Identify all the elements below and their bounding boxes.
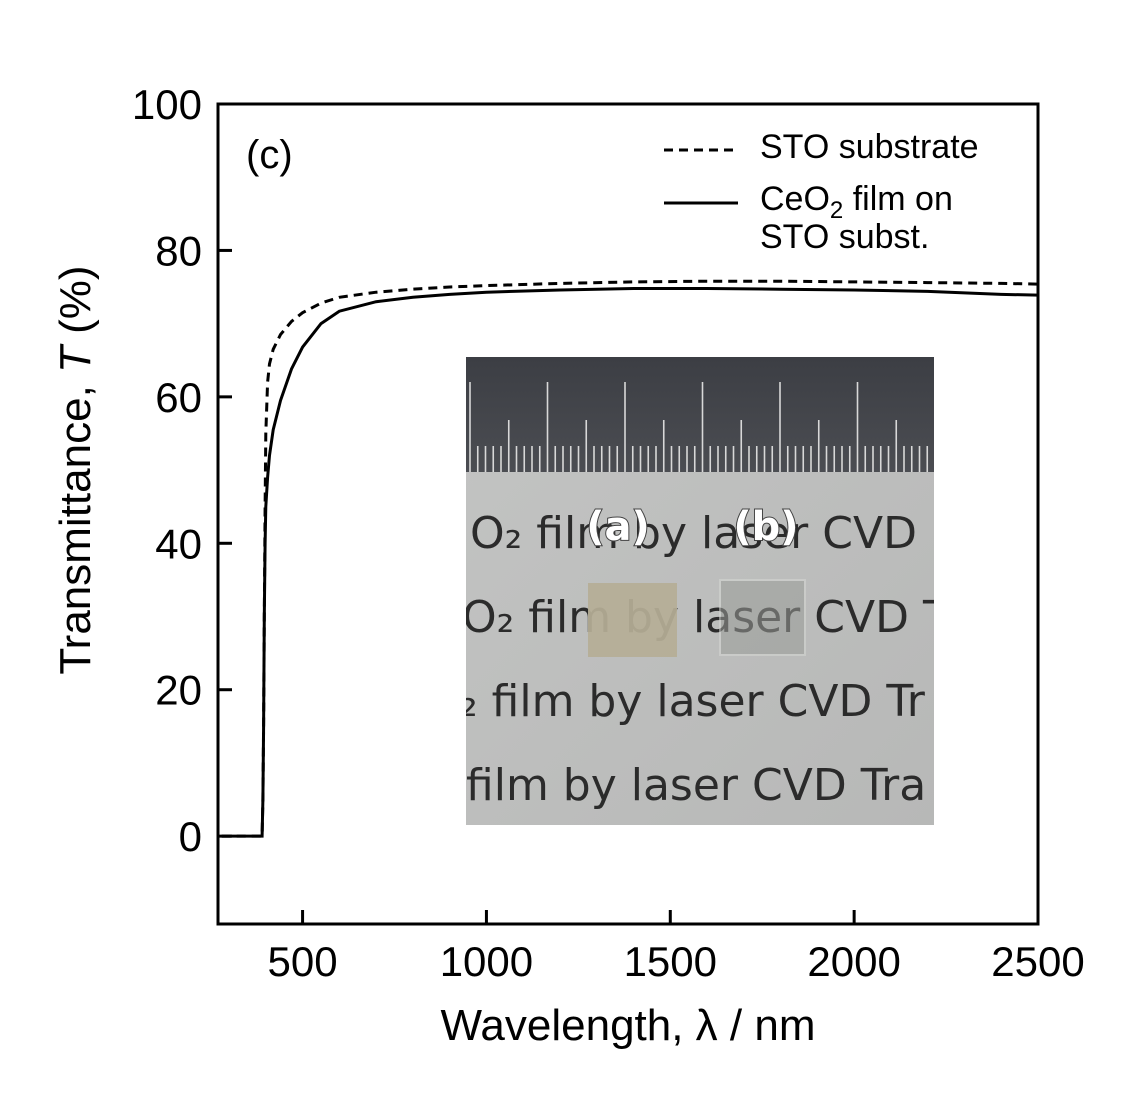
legend-label-sto: STO substrate — [760, 128, 979, 166]
legend-ceo2-sub: 2 — [830, 197, 843, 224]
x-axis-label: Wavelength, λ / nm — [441, 1001, 816, 1050]
sample-a — [588, 583, 677, 657]
y-axis-label: Transmittance, T (%) — [51, 265, 100, 674]
x-tick-label: 500 — [268, 938, 338, 985]
y-axis-label-main: Transmittance, — [51, 373, 100, 675]
y-tick-label: 0 — [179, 813, 202, 860]
y-tick-label: 40 — [155, 520, 202, 567]
x-tick-label: 1500 — [624, 938, 717, 985]
photo-text-line-2: O₂ film by laser CVD T — [462, 592, 950, 643]
inset-photo: O₂ film by laser CVD O₂ film by laser CV… — [460, 357, 950, 825]
series-line-sto-substrate — [221, 279, 1039, 838]
y-axis-label-unit: (%) — [51, 265, 100, 346]
data-curves — [221, 279, 1039, 838]
ruler-ticks — [469, 382, 929, 472]
panel-label: (c) — [246, 133, 293, 177]
sample-label-b: (b) — [733, 504, 798, 550]
x-tick-label: 2000 — [807, 938, 900, 985]
legend-label-ceo2-line2: STO subst. — [760, 218, 929, 256]
legend-label-ceo2: CeO2 film on — [760, 180, 953, 224]
y-tick-label: 20 — [155, 667, 202, 714]
photo-ruler — [466, 357, 934, 472]
y-axis-label-symbol: T — [51, 343, 100, 373]
sample-b — [719, 579, 806, 656]
photo-text-line-4: film by laser CVD Tra — [466, 760, 926, 811]
legend: STO substrate CeO2 film on STO subst. — [664, 128, 979, 256]
legend-ceo2-part1: CeO — [760, 180, 830, 218]
photo-text-line-3: ₂ film by laser CVD Tr — [460, 676, 926, 727]
legend-ceo2-part2: film on — [843, 180, 953, 218]
x-tick-label: 2500 — [991, 938, 1084, 985]
y-tick-label: 100 — [132, 81, 202, 128]
plot-frame — [216, 102, 1040, 926]
y-tick-label: 80 — [155, 227, 202, 274]
series-line-ceo2-film — [221, 287, 1039, 838]
sample-label-a: (a) — [586, 504, 650, 550]
axis-ticks: 500 1000 1500 2000 2500 0 20 40 60 80 100 — [132, 81, 1085, 985]
x-tick-label: 1000 — [440, 938, 533, 985]
photo-text-line-1: O₂ film by laser CVD — [470, 508, 917, 559]
y-tick-label: 60 — [155, 374, 202, 421]
